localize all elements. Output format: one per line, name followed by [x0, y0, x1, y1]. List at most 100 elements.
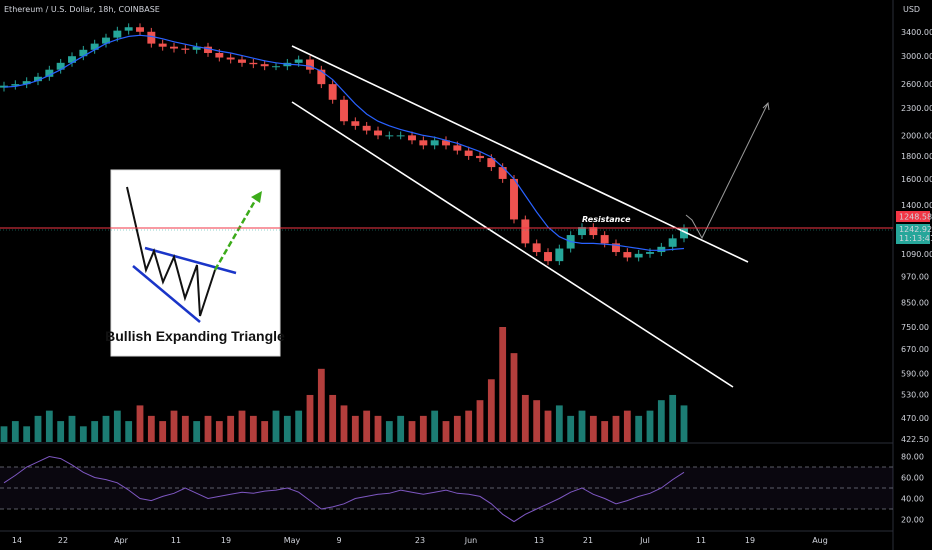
time-tick-14: Aug	[812, 536, 828, 545]
volume-bar-52	[589, 415, 597, 442]
candle-body-28	[317, 69, 326, 85]
volume-bar-60	[680, 405, 688, 442]
bullish-expanding-triangle-inset: Bullish Expanding Triangle	[105, 169, 285, 357]
chart-title: Ethereum / U.S. Dollar, 18h, COINBASE	[4, 5, 160, 14]
price-tick-7: 1400.00	[901, 201, 932, 210]
volume-bars	[0, 327, 688, 442]
price-tick-5: 1800.00	[901, 152, 932, 161]
volume-bar-5	[57, 421, 65, 442]
time-tick-10: 21	[583, 536, 593, 545]
price-tick-9: 970.00	[901, 273, 929, 282]
candle-body-30	[340, 99, 348, 122]
rsi-axis: 80.00 60.00 40.00 20.00	[901, 453, 924, 525]
volume-bar-17	[193, 421, 201, 442]
projection-arrow[interactable]	[685, 102, 769, 240]
volume-bar-59	[669, 394, 677, 442]
volume-bar-15	[170, 410, 178, 442]
inset-upper-line	[144, 246, 237, 275]
volume-bar-49	[555, 405, 563, 442]
candle-body-47	[532, 243, 541, 253]
volume-bar-34	[385, 421, 393, 442]
volume-bar-26	[295, 410, 303, 442]
price-tick-8: 1090.00	[901, 250, 932, 259]
candle-body-6	[68, 56, 76, 63]
volume-bar-1	[11, 421, 19, 442]
time-axis: 14 22 Apr 11 19 May 9 23 Jun 13 21 Jul 11 19 Aug	[12, 536, 828, 545]
volume-bar-43	[487, 379, 495, 442]
volume-bar-46	[521, 394, 529, 442]
time-tick-12: 11	[696, 536, 706, 545]
currency-label: USD	[903, 5, 920, 14]
candle-body-20	[226, 57, 235, 60]
volume-bar-54	[612, 415, 620, 442]
candle-body-46	[521, 219, 530, 244]
volume-bar-16	[181, 415, 189, 442]
candle-body-14	[158, 43, 167, 47]
resistance-label: Resistance	[582, 215, 631, 224]
candlesticks	[0, 23, 688, 266]
candle-body-36	[408, 135, 416, 141]
candle-body-18	[204, 46, 212, 53]
time-tick-5: May	[284, 536, 301, 545]
candle-body-5	[56, 62, 65, 70]
candle-body-4	[45, 69, 54, 77]
lower-trendline[interactable]	[291, 101, 734, 388]
volume-bar-57	[646, 410, 654, 442]
volume-bar-58	[657, 400, 665, 442]
time-tick-2: Apr	[114, 536, 129, 545]
price-badges: 1248.58 1242.92 11:13:41	[896, 211, 932, 244]
price-tick-12: 670.00	[901, 345, 929, 354]
time-tick-11: Jul	[639, 536, 650, 545]
candle-body-40	[453, 145, 462, 151]
volume-bar-22	[249, 415, 257, 442]
time-tick-0: 14	[12, 536, 22, 545]
volume-bar-55	[623, 410, 631, 442]
volume-bar-56	[635, 415, 643, 442]
volume-bar-9	[102, 415, 110, 442]
inset-arrow-head	[251, 191, 262, 203]
candle-body-57	[646, 252, 654, 254]
volume-bar-12	[136, 405, 144, 442]
candle-body-1	[11, 84, 20, 86]
volume-bar-18	[204, 415, 212, 442]
rsi-line	[3, 455, 685, 523]
candle-body-2	[22, 81, 31, 85]
volume-bar-36	[408, 421, 416, 442]
price-tick-13: 590.00	[901, 370, 929, 379]
candle-body-12	[136, 27, 144, 32]
volume-bar-21	[238, 410, 246, 442]
volume-bar-14	[159, 421, 167, 442]
volume-bar-8	[91, 421, 99, 442]
volume-bar-37	[419, 415, 427, 442]
volume-bar-42	[476, 400, 484, 442]
volume-bar-40	[453, 415, 461, 442]
volume-bar-32	[363, 410, 371, 442]
moving-average	[3, 34, 685, 251]
price-tick-16: 422.50	[901, 435, 929, 444]
volume-bar-4	[45, 410, 53, 442]
volume-bar-51	[578, 410, 586, 442]
price-axis: 3400.00 3000.00 2600.00 2300.00 2000.00 1800.…	[901, 28, 932, 444]
time-tick-3: 11	[171, 536, 181, 545]
candle-body-39	[442, 140, 450, 146]
inset-breakout-arrow	[213, 198, 258, 271]
volume-bar-41	[465, 410, 473, 442]
candle-body-33	[374, 130, 382, 136]
price-tick-11: 750.00	[901, 323, 929, 332]
candle-body-15	[170, 46, 178, 49]
candle-body-7	[79, 49, 88, 57]
candle-body-10	[113, 30, 122, 38]
candle-body-55	[623, 252, 632, 258]
volume-bar-50	[567, 415, 575, 442]
upper-trendline[interactable]	[291, 45, 749, 263]
price-badge-red	[896, 211, 930, 222]
time-tick-4: 19	[221, 536, 231, 545]
time-tick-8: Jun	[464, 536, 478, 545]
candle-body-54	[612, 243, 620, 253]
candle-body-27	[306, 59, 314, 70]
candle-body-43	[487, 158, 496, 168]
volume-bar-23	[261, 421, 269, 442]
volume-bar-6	[68, 415, 76, 442]
candle-body-52	[589, 227, 598, 236]
